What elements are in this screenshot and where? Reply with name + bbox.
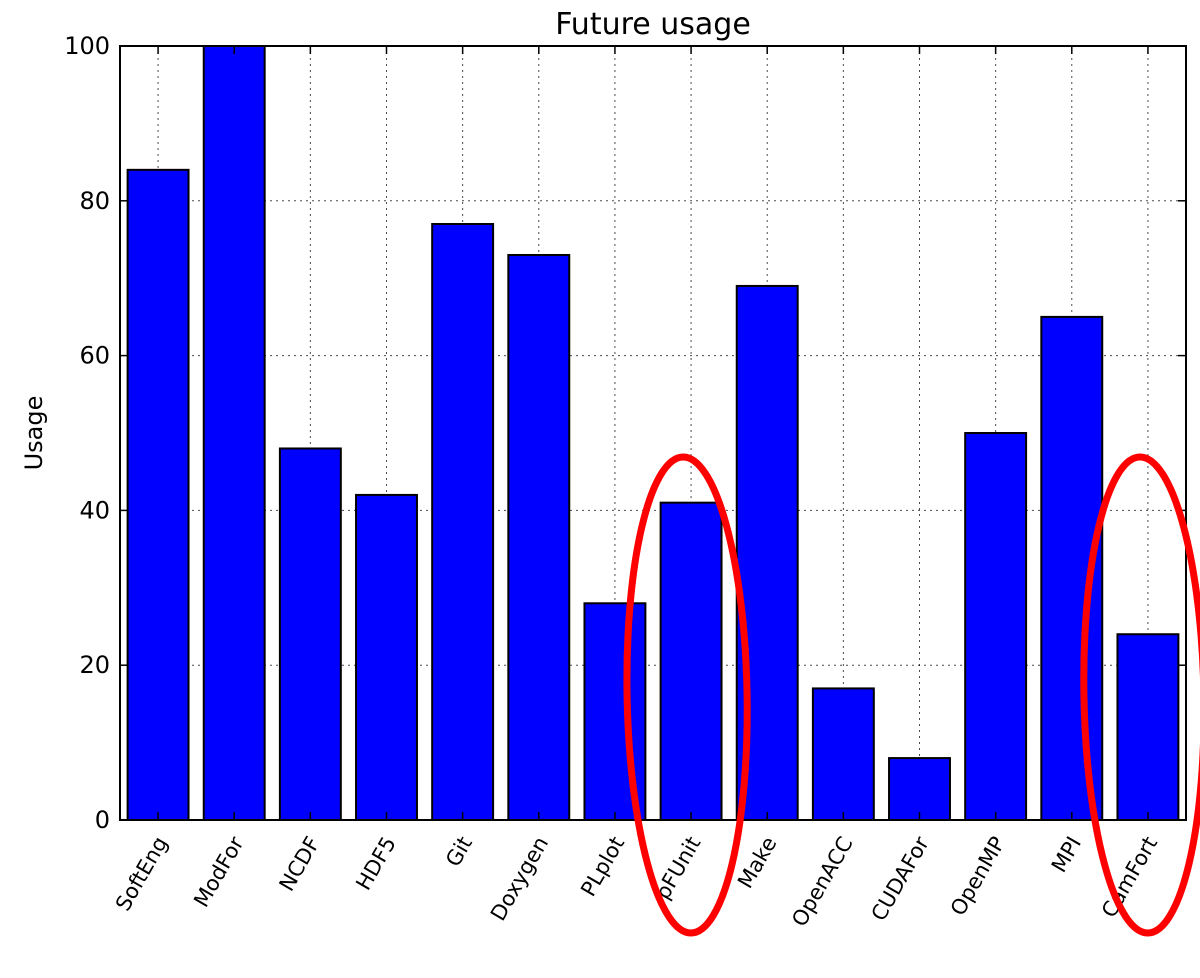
chart-title: Future usage xyxy=(555,7,751,42)
y-axis-label: Usage xyxy=(20,396,48,471)
bar-pfunit xyxy=(659,501,723,821)
y-tick-label: 40 xyxy=(79,496,110,524)
x-tick-label: OpenACC xyxy=(787,833,857,931)
x-tick-label: HDF5 xyxy=(351,833,400,895)
bars-layer xyxy=(126,45,1180,822)
bar-modfor xyxy=(202,45,266,821)
bar-openmp xyxy=(964,432,1028,821)
y-tick-label: 80 xyxy=(79,187,110,215)
bar-doxygen xyxy=(507,253,571,822)
highlight-layer xyxy=(623,453,1200,937)
bar-camfort xyxy=(1116,633,1180,821)
x-tick-label: PLplot xyxy=(576,833,629,901)
y-tick-label: 0 xyxy=(95,806,110,834)
bar-softeng xyxy=(126,168,190,821)
bar-openacc xyxy=(811,687,875,821)
x-tick-label: NCDF xyxy=(275,833,325,896)
x-tick-label: ModFor xyxy=(189,832,249,911)
y-axis-ticks: 0 20 40 60 80 100 xyxy=(64,32,1186,834)
x-tick-label: MPI xyxy=(1047,833,1086,877)
bar-git xyxy=(431,223,495,821)
x-tick-label: Git xyxy=(441,833,477,871)
y-tick-label: 20 xyxy=(79,651,110,679)
x-tick-label: Doxygen xyxy=(486,833,553,925)
highlight-ellipse-camfort xyxy=(1080,453,1200,937)
y-tick-label: 60 xyxy=(79,342,110,370)
plot-frame xyxy=(119,45,1187,821)
y-tick-label: 100 xyxy=(64,32,110,60)
bar-hdf5 xyxy=(355,493,418,821)
x-tick-label: OpenMP xyxy=(946,833,1010,920)
highlight-ellipse-pfunit xyxy=(623,453,751,937)
x-tick-label: CUDAFor xyxy=(867,832,934,925)
bar-ncdf xyxy=(278,447,342,821)
bar-cudafor xyxy=(888,757,951,822)
x-tick-label: SoftEng xyxy=(111,833,172,915)
